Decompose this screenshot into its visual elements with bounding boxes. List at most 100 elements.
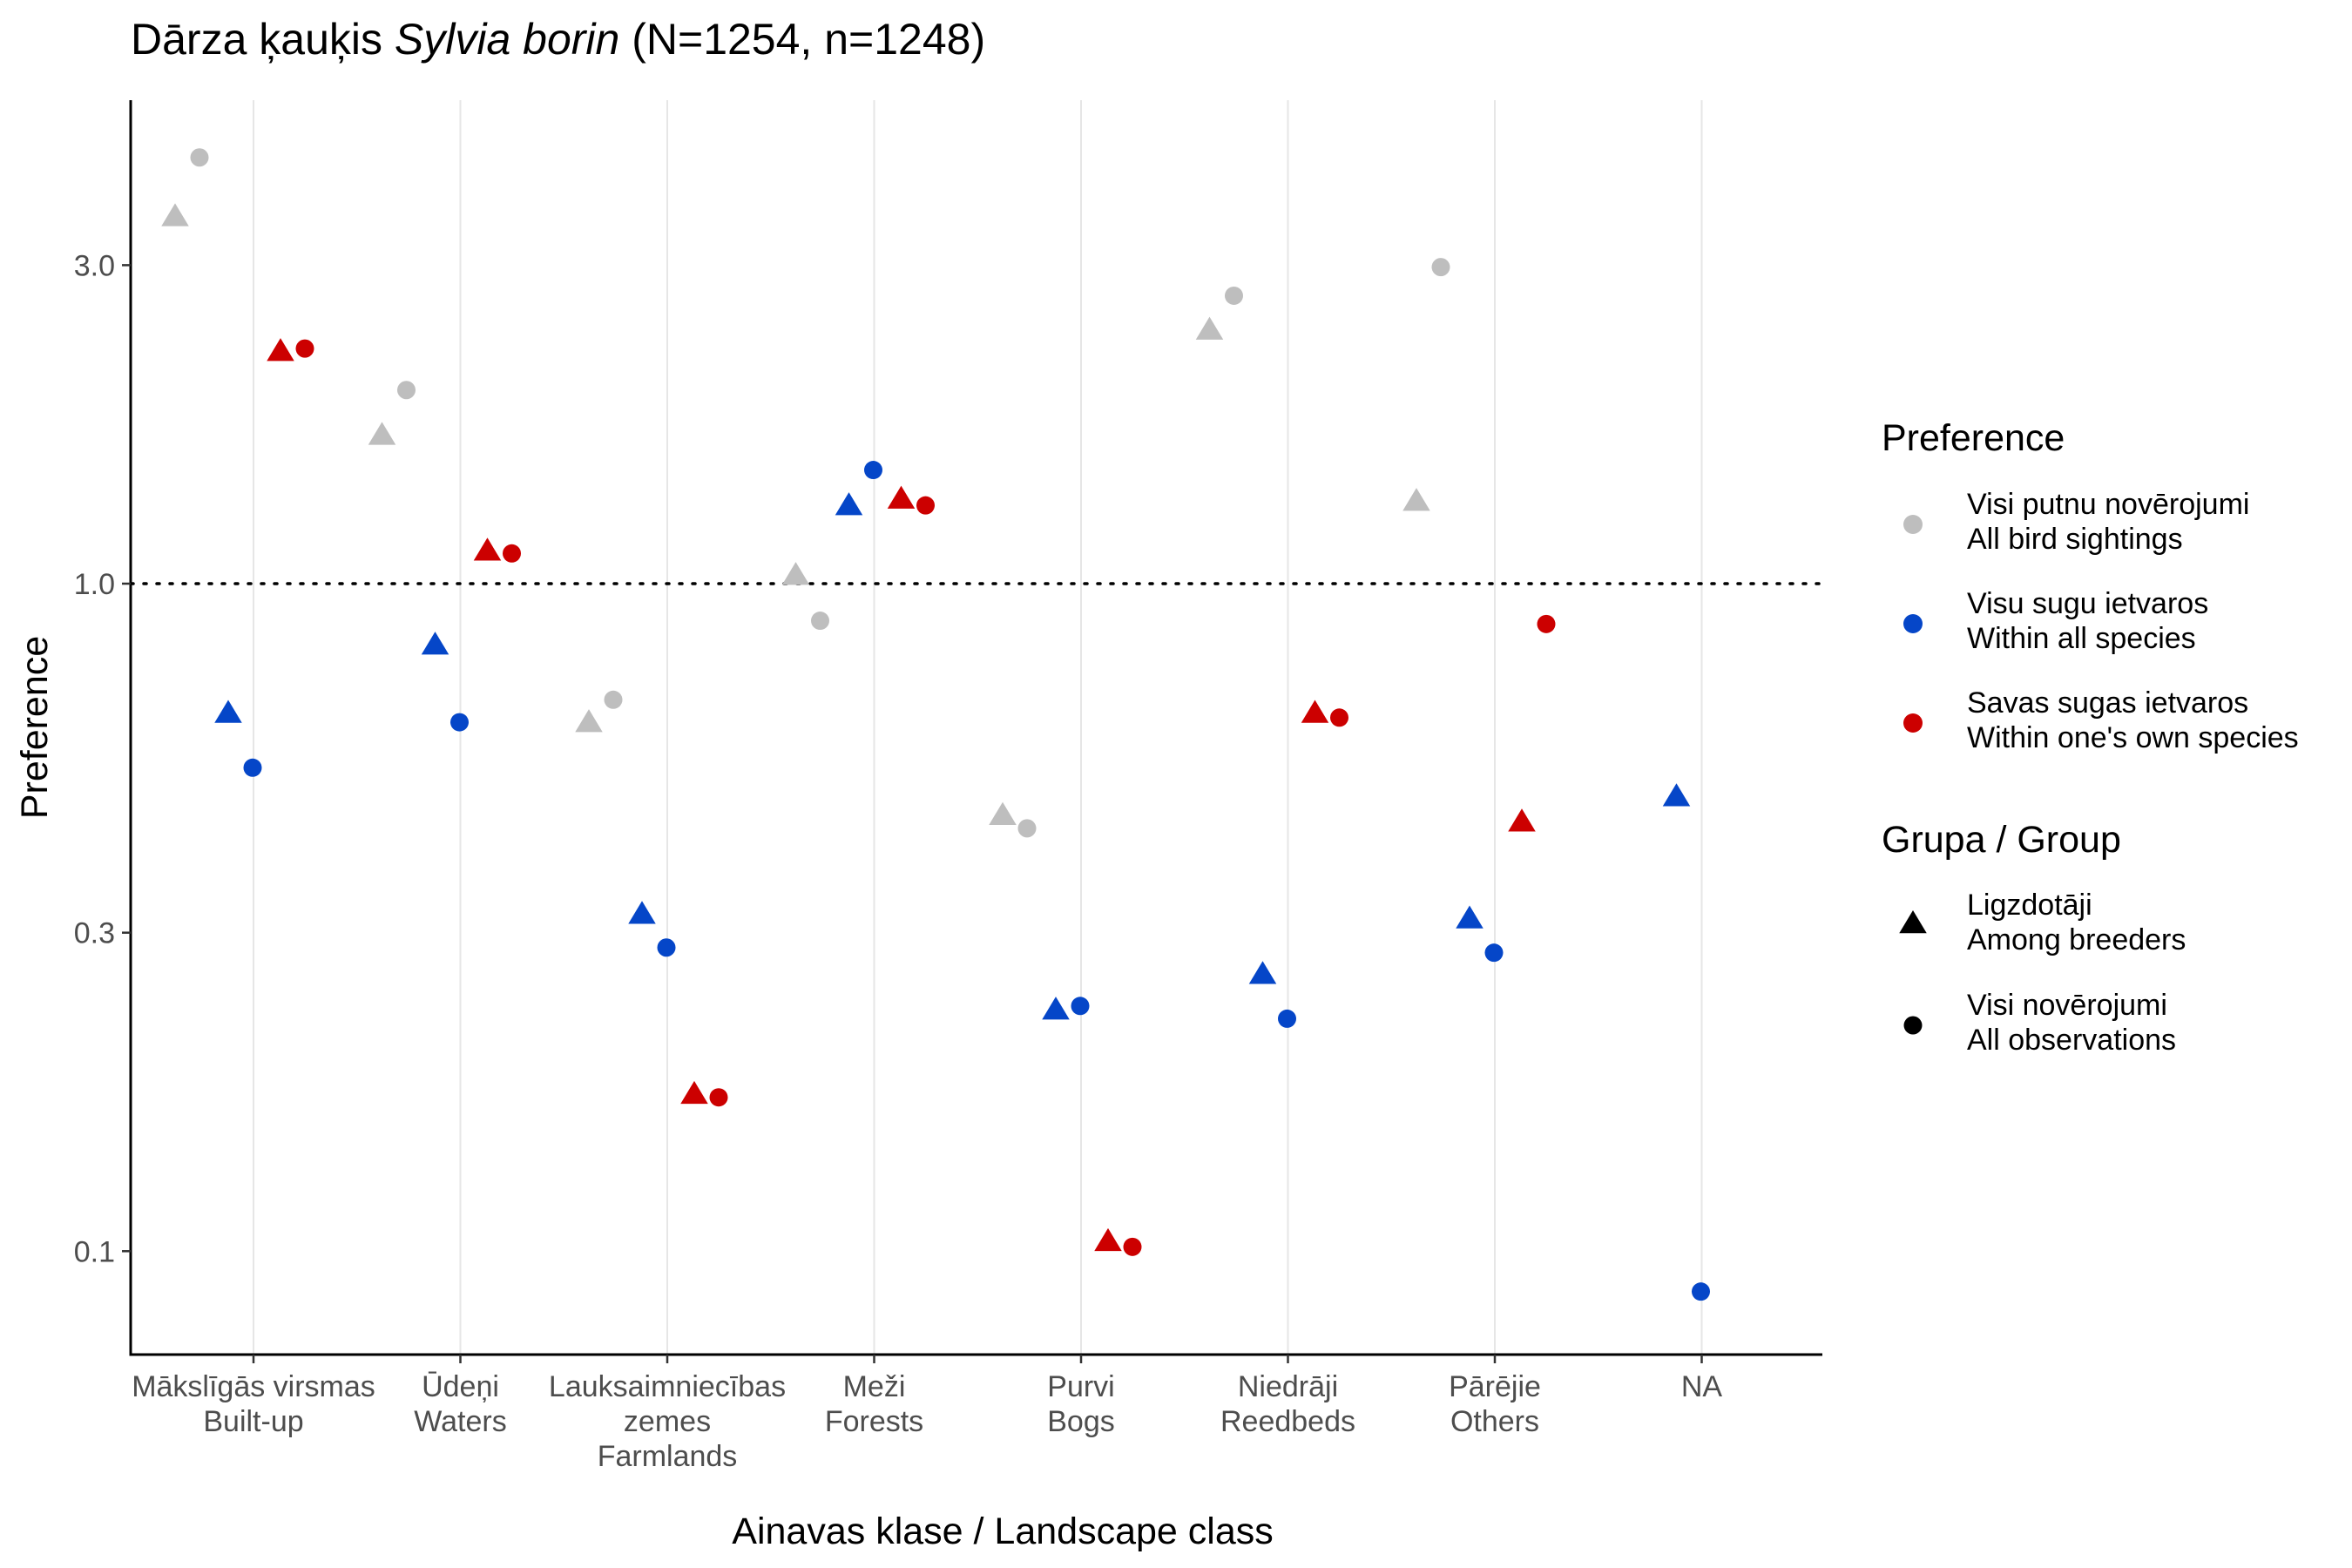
x-tick-label-line: Niedrāji bbox=[1238, 1370, 1338, 1403]
gridlines bbox=[253, 100, 1703, 1355]
data-points bbox=[161, 148, 1710, 1301]
point-all_bird-all bbox=[1431, 258, 1450, 277]
title-common-name: Dārza ķauķis bbox=[131, 15, 395, 64]
legend-key-triangle bbox=[1899, 910, 1927, 934]
y-tick-label: 1.0 bbox=[74, 568, 115, 601]
x-tick-label-line: Purvi bbox=[1047, 1370, 1114, 1403]
legend: Preference Visi putnu novērojumi All bird … bbox=[1882, 417, 2299, 1057]
point-own_species-all bbox=[1537, 614, 1556, 633]
point-all_bird-all bbox=[811, 612, 829, 631]
point-all_bird-all bbox=[1225, 286, 1243, 305]
legend-key-0 bbox=[1903, 515, 1923, 534]
point-all_bird-breeders bbox=[1402, 488, 1430, 511]
legend-label-line: Savas sugas ietvaros bbox=[1967, 686, 2248, 720]
legend-label: Visi novērojumi All observations bbox=[1967, 989, 2176, 1057]
x-tick-label: NA bbox=[1681, 1370, 1723, 1403]
point-all_bird-breeders bbox=[368, 422, 396, 445]
point-own_species-all bbox=[1123, 1237, 1142, 1256]
legend-label: Ligzdotāji Among breeders bbox=[1967, 889, 2186, 956]
legend-label-line: Ligzdotāji bbox=[1967, 889, 2092, 922]
point-all_bird-breeders bbox=[575, 709, 603, 733]
x-axis-ticks: Mākslīgās virsmas Built-up Ūdeņi Waters Lauk… bbox=[132, 1355, 1722, 1473]
chart-title: Dārza ķauķis Sylvia borin (N=1254, n=124… bbox=[131, 15, 985, 64]
point-all_bird-all bbox=[1017, 819, 1037, 838]
x-tick-label: Niedrāji Reedbeds bbox=[1220, 1370, 1355, 1438]
legend-label-line: Among breeders bbox=[1967, 923, 2186, 956]
point-all_species-breeders bbox=[1662, 783, 1691, 807]
point-all_bird-all bbox=[397, 381, 416, 400]
legend-title-group: Grupa / Group bbox=[1882, 819, 2121, 861]
y-axis-ticks: 0.1 0.3 1.0 3.0 bbox=[74, 249, 131, 1268]
y-tick-label: 0.1 bbox=[74, 1235, 115, 1268]
legend-label: Visu sugu ietvaros Within all species bbox=[1967, 587, 2208, 655]
x-tick-label: Ūdeņi Waters bbox=[414, 1370, 506, 1438]
point-all_species-all bbox=[1278, 1009, 1296, 1028]
x-tick-label-line: Built-up bbox=[203, 1405, 303, 1438]
point-all_bird-breeders bbox=[1195, 316, 1224, 340]
x-tick-label-line: Pārējie bbox=[1449, 1370, 1541, 1403]
point-own_species-breeders bbox=[267, 338, 294, 362]
x-tick-label-line: Farmlands bbox=[598, 1440, 738, 1473]
point-all_species-breeders bbox=[835, 492, 863, 516]
legend-label-line: Visi putnu novērojumi bbox=[1967, 488, 2249, 521]
x-tick-label-line: NA bbox=[1681, 1370, 1723, 1403]
point-own_species-breeders bbox=[1508, 808, 1536, 832]
point-all_species-all bbox=[450, 713, 469, 732]
legend-label-line: Within all species bbox=[1967, 622, 2196, 655]
x-tick-label-line: Meži bbox=[843, 1370, 906, 1403]
point-all_species-all bbox=[1484, 943, 1504, 963]
point-own_species-all bbox=[709, 1088, 728, 1107]
x-tick-label: Lauksaimniecības zemes Farmlands bbox=[549, 1370, 786, 1473]
point-all_species-breeders bbox=[628, 901, 656, 924]
point-all_species-all bbox=[243, 758, 262, 777]
title-counts: (N=1254, n=1248) bbox=[619, 15, 985, 64]
legend-label-line: All observations bbox=[1967, 1024, 2176, 1057]
x-tick-label-line: Lauksaimniecības bbox=[549, 1370, 786, 1403]
x-tick-label-line: Ūdeņi bbox=[422, 1370, 499, 1403]
point-all_species-all bbox=[1071, 997, 1090, 1016]
x-tick-label-line: Waters bbox=[414, 1405, 506, 1438]
point-own_species-breeders bbox=[680, 1080, 708, 1105]
legend-label-line: Visu sugu ietvaros bbox=[1967, 587, 2208, 620]
x-tick-label: Pārējie Others bbox=[1449, 1370, 1541, 1438]
point-all_species-all bbox=[1692, 1282, 1710, 1301]
point-own_species-breeders bbox=[887, 485, 916, 509]
point-own_species-all bbox=[1330, 708, 1348, 727]
x-tick-label: Purvi Bogs bbox=[1047, 1370, 1115, 1438]
x-tick-label: Mākslīgās virsmas Built-up bbox=[132, 1370, 375, 1438]
x-tick-label-line: Others bbox=[1450, 1405, 1539, 1438]
x-tick-label-line: Reedbeds bbox=[1220, 1405, 1355, 1438]
point-all_species-all bbox=[657, 938, 676, 957]
point-own_species-breeders bbox=[1301, 700, 1329, 723]
legend-label: Savas sugas ietvaros Within one's own spe… bbox=[1967, 686, 2299, 754]
x-axis-title: Ainavas klase / Landscape class bbox=[732, 1511, 1273, 1552]
point-all_bird-breeders bbox=[781, 562, 810, 585]
point-all_species-all bbox=[864, 461, 882, 480]
x-tick-label-line: Mākslīgās virsmas bbox=[132, 1370, 375, 1403]
legend-label: Visi putnu novērojumi All bird sightings bbox=[1967, 488, 2249, 556]
title-species-name: Sylvia borin bbox=[395, 15, 619, 64]
point-all_species-breeders bbox=[1248, 961, 1277, 984]
legend-label-line: Visi novērojumi bbox=[1967, 989, 2167, 1022]
legend-key-circle bbox=[1903, 1016, 1923, 1035]
legend-title-preference: Preference bbox=[1882, 417, 2065, 459]
y-tick-label: 3.0 bbox=[74, 249, 115, 282]
point-all_bird-all bbox=[604, 690, 623, 709]
point-all_species-breeders bbox=[1042, 997, 1070, 1020]
legend-key-1 bbox=[1903, 614, 1923, 633]
point-all_bird-breeders bbox=[161, 203, 189, 226]
point-own_species-all bbox=[295, 339, 314, 358]
point-own_species-breeders bbox=[473, 537, 502, 561]
legend-key-2 bbox=[1903, 713, 1923, 733]
y-tick-label: 0.3 bbox=[74, 917, 115, 950]
point-all_species-breeders bbox=[214, 700, 242, 723]
y-axis-title: Preference bbox=[14, 636, 56, 819]
point-all_bird-breeders bbox=[989, 801, 1017, 825]
point-all_species-breeders bbox=[421, 632, 449, 655]
point-own_species-all bbox=[503, 544, 521, 563]
x-tick-label: Meži Forests bbox=[825, 1370, 923, 1438]
x-tick-label-line: Bogs bbox=[1047, 1405, 1115, 1438]
legend-label-line: Within one's own species bbox=[1967, 721, 2299, 754]
point-own_species-breeders bbox=[1094, 1227, 1122, 1252]
